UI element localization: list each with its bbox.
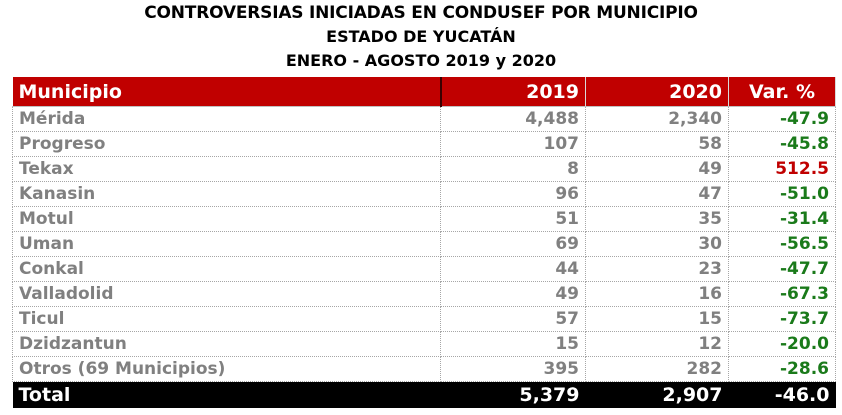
cell-var: -28.6 [728, 356, 836, 382]
total-2020: 2,907 [585, 381, 729, 408]
total-2019: 5,379 [440, 381, 586, 408]
table-row: Mérida 4,488 2,340 -47.9 [12, 106, 836, 132]
cell-municipio: Kanasin [12, 181, 441, 207]
cell-2020: 15 [585, 306, 729, 332]
cell-municipio: Ticul [12, 306, 441, 332]
table-row: Progreso 107 58 -45.8 [12, 131, 836, 157]
cell-var: -56.5 [728, 231, 836, 257]
cell-var: 512.5 [728, 156, 836, 182]
header-row: Municipio 2019 2020 Var. % [12, 77, 836, 107]
cell-var: -45.8 [728, 131, 836, 157]
cell-2019: 44 [440, 256, 586, 282]
cell-var: -67.3 [728, 281, 836, 307]
main-title: CONTROVERSIAS INICIADAS EN CONDUSEF POR … [144, 3, 698, 23]
cell-municipio: Uman [12, 231, 441, 257]
table-row: Otros (69 Municipios) 395 282 -28.6 [12, 356, 836, 382]
header-2020: 2020 [585, 77, 729, 107]
cell-municipio: Mérida [12, 106, 441, 132]
table-row: Tekax 8 49 512.5 [12, 156, 836, 182]
cell-municipio: Valladolid [12, 281, 441, 307]
table-row: Ticul 57 15 -73.7 [12, 306, 836, 332]
cell-2020: 12 [585, 331, 729, 357]
subtitle-state: ESTADO DE YUCATÁN [326, 27, 516, 46]
cell-2020: 282 [585, 356, 729, 382]
subtitle-period: ENERO - AGOSTO 2019 y 2020 [285, 51, 557, 70]
table-row: Valladolid 49 16 -67.3 [12, 281, 836, 307]
cell-2020: 23 [585, 256, 729, 282]
cell-2020: 49 [585, 156, 729, 182]
header-var: Var. % [728, 77, 836, 107]
cell-2019: 4,488 [440, 106, 586, 132]
cell-2019: 96 [440, 181, 586, 207]
table-row: Uman 69 30 -56.5 [12, 231, 836, 257]
cell-municipio: Motul [12, 206, 441, 232]
cell-2020: 30 [585, 231, 729, 257]
total-label: Total [12, 381, 441, 408]
cell-var: -47.9 [728, 106, 836, 132]
cell-var: -20.0 [728, 331, 836, 357]
cell-municipio: Conkal [12, 256, 441, 282]
cell-2020: 2,340 [585, 106, 729, 132]
cell-var: -73.7 [728, 306, 836, 332]
cell-2019: 49 [440, 281, 586, 307]
cell-2020: 58 [585, 131, 729, 157]
cell-2020: 47 [585, 181, 729, 207]
cell-var: -51.0 [728, 181, 836, 207]
cell-2020: 35 [585, 206, 729, 232]
cell-2019: 51 [440, 206, 586, 232]
cell-municipio: Progreso [12, 131, 441, 157]
header-2019: 2019 [440, 77, 586, 107]
cell-2019: 57 [440, 306, 586, 332]
cell-2019: 395 [440, 356, 586, 382]
cell-2019: 69 [440, 231, 586, 257]
cell-municipio: Otros (69 Municipios) [12, 356, 441, 382]
table-row: Dzidzantun 15 12 -20.0 [12, 331, 836, 357]
cell-municipio: Dzidzantun [12, 331, 441, 357]
table-row: Kanasin 96 47 -51.0 [12, 181, 836, 207]
cell-2019: 8 [440, 156, 586, 182]
total-var: -46.0 [728, 381, 836, 408]
table-row: Conkal 44 23 -47.7 [12, 256, 836, 282]
controversias-table: Municipio 2019 2020 Var. % Mérida 4,488 2,… [12, 77, 836, 408]
cell-var: -31.4 [728, 206, 836, 232]
cell-municipio: Tekax [12, 156, 441, 182]
cell-var: -47.7 [728, 256, 836, 282]
cell-2019: 15 [440, 331, 586, 357]
cell-2020: 16 [585, 281, 729, 307]
total-row: Total 5,379 2,907 -46.0 [12, 381, 836, 408]
table-row: Motul 51 35 -31.4 [12, 206, 836, 232]
cell-2019: 107 [440, 131, 586, 157]
header-municipio: Municipio [12, 77, 442, 107]
